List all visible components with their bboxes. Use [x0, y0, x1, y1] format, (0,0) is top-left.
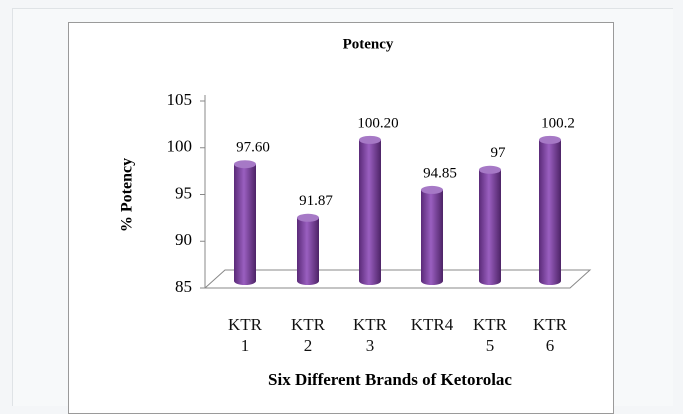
bar: [479, 169, 501, 285]
y-tick-label: 85: [175, 277, 192, 296]
y-tick-label: 105: [167, 90, 193, 109]
bar-top: [479, 165, 501, 174]
x-tick-label: KTR 3: [353, 315, 387, 355]
x-tick-label: KTR 6: [533, 315, 567, 355]
value-label: 100.2: [541, 115, 575, 131]
page: Potency % Potency Six Different Brands o…: [12, 8, 673, 414]
value-label: 100.20: [357, 115, 398, 131]
bar-top: [421, 185, 443, 194]
y-tick-label: 100: [167, 137, 193, 156]
chart-title: Potency: [343, 36, 394, 52]
bar: [539, 139, 561, 285]
bar: [234, 164, 256, 285]
bar-top: [539, 135, 561, 144]
y-axis-label: % Potency: [119, 158, 136, 232]
floor: [203, 269, 592, 289]
y-tick-label: 90: [175, 230, 192, 249]
value-label: 94.85: [423, 165, 457, 181]
x-tick-label: KTR4: [410, 315, 454, 334]
x-axis-label: Six Different Brands of Ketorolac: [268, 370, 512, 389]
bar: [359, 139, 381, 285]
value-label: 97.60: [236, 140, 270, 156]
x-tick-label: KTR 5: [473, 315, 507, 355]
value-label: 91.87: [299, 193, 333, 209]
bar: [421, 189, 443, 285]
bar: [297, 217, 319, 285]
chart: Potency % Potency Six Different Brands o…: [119, 36, 592, 389]
x-tick-label: KTR 2: [291, 315, 325, 355]
bar-top: [359, 135, 381, 144]
chart-box: [68, 22, 614, 414]
y-tick-label: 95: [175, 183, 192, 202]
x-tick-label: KTR 1: [228, 315, 262, 355]
value-label: 97: [491, 145, 507, 161]
bar-top: [234, 160, 256, 169]
bar-top: [297, 213, 319, 222]
